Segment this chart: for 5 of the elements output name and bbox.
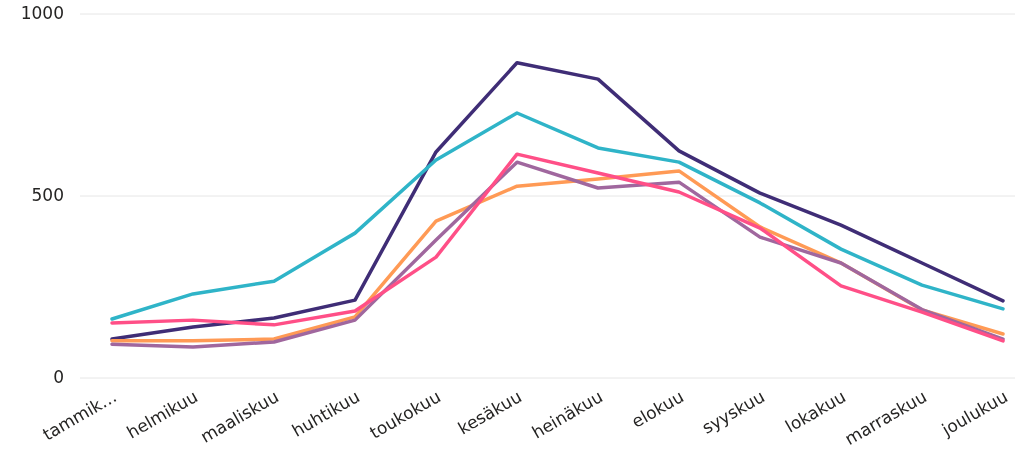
y-tick-label: 0	[53, 367, 64, 387]
line-series	[110, 111, 1005, 321]
line-series	[110, 61, 1005, 341]
y-tick-label: 500	[31, 185, 64, 205]
y-tick-label: 1000	[20, 3, 64, 23]
